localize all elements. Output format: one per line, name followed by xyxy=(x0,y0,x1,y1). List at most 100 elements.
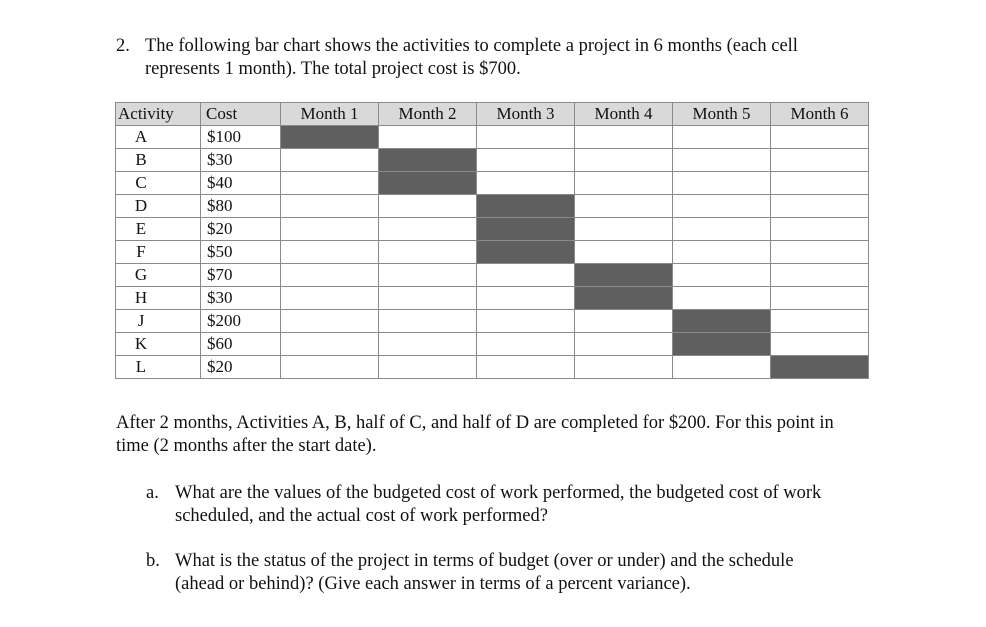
header-cost: Cost xyxy=(200,102,281,126)
empty-month-cell xyxy=(280,148,379,172)
empty-month-cell xyxy=(770,332,869,356)
activity-cell: G xyxy=(115,263,201,287)
table-row: B $30 xyxy=(115,148,869,172)
table-row: K $60 xyxy=(115,332,869,356)
header-month-5: Month 5 xyxy=(672,102,771,126)
subquestion-a-line-2: scheduled, and the actual cost of work p… xyxy=(175,506,548,526)
table-header-row: Activity Cost Month 1 Month 2 Month 3 Mo… xyxy=(115,102,869,126)
cost-cell: $40 xyxy=(200,171,281,195)
empty-month-cell xyxy=(280,332,379,356)
empty-month-cell xyxy=(672,125,771,149)
empty-month-cell xyxy=(280,217,379,241)
empty-month-cell xyxy=(574,194,673,218)
empty-month-cell xyxy=(672,263,771,287)
empty-month-cell xyxy=(280,309,379,333)
activity-cell: D xyxy=(115,194,201,218)
empty-month-cell xyxy=(378,355,477,379)
cost-cell: $50 xyxy=(200,240,281,264)
empty-month-cell xyxy=(574,309,673,333)
subquestion-a-line-1: What are the values of the budgeted cost… xyxy=(175,483,822,503)
empty-month-cell xyxy=(280,263,379,287)
empty-month-cell xyxy=(672,148,771,172)
header-month-1: Month 1 xyxy=(280,102,379,126)
empty-month-cell xyxy=(672,171,771,195)
empty-month-cell xyxy=(476,171,575,195)
empty-month-cell xyxy=(574,240,673,264)
header-month-2: Month 2 xyxy=(378,102,477,126)
empty-month-cell xyxy=(574,355,673,379)
table-row: F $50 xyxy=(115,240,869,264)
activity-cell: K xyxy=(115,332,201,356)
table-row: J $200 xyxy=(115,309,869,333)
empty-month-cell xyxy=(378,125,477,149)
scheduled-month-cell xyxy=(378,148,477,172)
empty-month-cell xyxy=(672,194,771,218)
empty-month-cell xyxy=(280,194,379,218)
activity-cell: C xyxy=(115,171,201,195)
empty-month-cell xyxy=(280,171,379,195)
empty-month-cell xyxy=(770,263,869,287)
empty-month-cell xyxy=(378,286,477,310)
empty-month-cell xyxy=(672,217,771,241)
empty-month-cell xyxy=(476,332,575,356)
empty-month-cell xyxy=(378,217,477,241)
scheduled-month-cell xyxy=(574,286,673,310)
activity-cell: L xyxy=(115,355,201,379)
cost-cell: $70 xyxy=(200,263,281,287)
cost-cell: $60 xyxy=(200,332,281,356)
empty-month-cell xyxy=(672,286,771,310)
scheduled-month-cell xyxy=(378,171,477,195)
activity-cell: J xyxy=(115,309,201,333)
empty-month-cell xyxy=(378,309,477,333)
scheduled-month-cell xyxy=(476,194,575,218)
empty-month-cell xyxy=(770,171,869,195)
empty-month-cell xyxy=(378,263,477,287)
cost-cell: $100 xyxy=(200,125,281,149)
empty-month-cell xyxy=(672,240,771,264)
empty-month-cell xyxy=(770,309,869,333)
empty-month-cell xyxy=(378,240,477,264)
empty-month-cell xyxy=(280,355,379,379)
empty-month-cell xyxy=(476,125,575,149)
scheduled-month-cell xyxy=(770,355,869,379)
empty-month-cell xyxy=(280,286,379,310)
empty-month-cell xyxy=(378,194,477,218)
cost-cell: $30 xyxy=(200,148,281,172)
cost-cell: $20 xyxy=(200,355,281,379)
empty-month-cell xyxy=(770,148,869,172)
empty-month-cell xyxy=(476,309,575,333)
empty-month-cell xyxy=(476,355,575,379)
table-row: D $80 xyxy=(115,194,869,218)
context-text-line-2: time (2 months after the start date). xyxy=(116,436,377,456)
empty-month-cell xyxy=(672,355,771,379)
activity-cell: A xyxy=(115,125,201,149)
question-text-line-1: The following bar chart shows the activi… xyxy=(145,36,798,56)
activity-cell: E xyxy=(115,217,201,241)
empty-month-cell xyxy=(476,263,575,287)
header-activity: Activity xyxy=(115,102,201,126)
empty-month-cell xyxy=(476,286,575,310)
scheduled-month-cell xyxy=(672,332,771,356)
activity-cell: H xyxy=(115,286,201,310)
empty-month-cell xyxy=(378,332,477,356)
empty-month-cell xyxy=(476,148,575,172)
empty-month-cell xyxy=(574,171,673,195)
empty-month-cell xyxy=(574,125,673,149)
scheduled-month-cell xyxy=(280,125,379,149)
gantt-table: Activity Cost Month 1 Month 2 Month 3 Mo… xyxy=(115,102,869,379)
scheduled-month-cell xyxy=(574,263,673,287)
table-row: G $70 xyxy=(115,263,869,287)
cost-cell: $80 xyxy=(200,194,281,218)
question-text-line-2: represents 1 month). The total project c… xyxy=(145,59,521,79)
table-row: E $20 xyxy=(115,217,869,241)
empty-month-cell xyxy=(770,217,869,241)
empty-month-cell xyxy=(574,148,673,172)
table-row: L $20 xyxy=(115,355,869,379)
header-month-4: Month 4 xyxy=(574,102,673,126)
activity-cell: B xyxy=(115,148,201,172)
subquestion-b-marker: b. xyxy=(146,551,160,571)
context-text-line-1: After 2 months, Activities A, B, half of… xyxy=(116,413,834,433)
empty-month-cell xyxy=(770,194,869,218)
header-month-6: Month 6 xyxy=(770,102,869,126)
table-row: A $100 xyxy=(115,125,869,149)
